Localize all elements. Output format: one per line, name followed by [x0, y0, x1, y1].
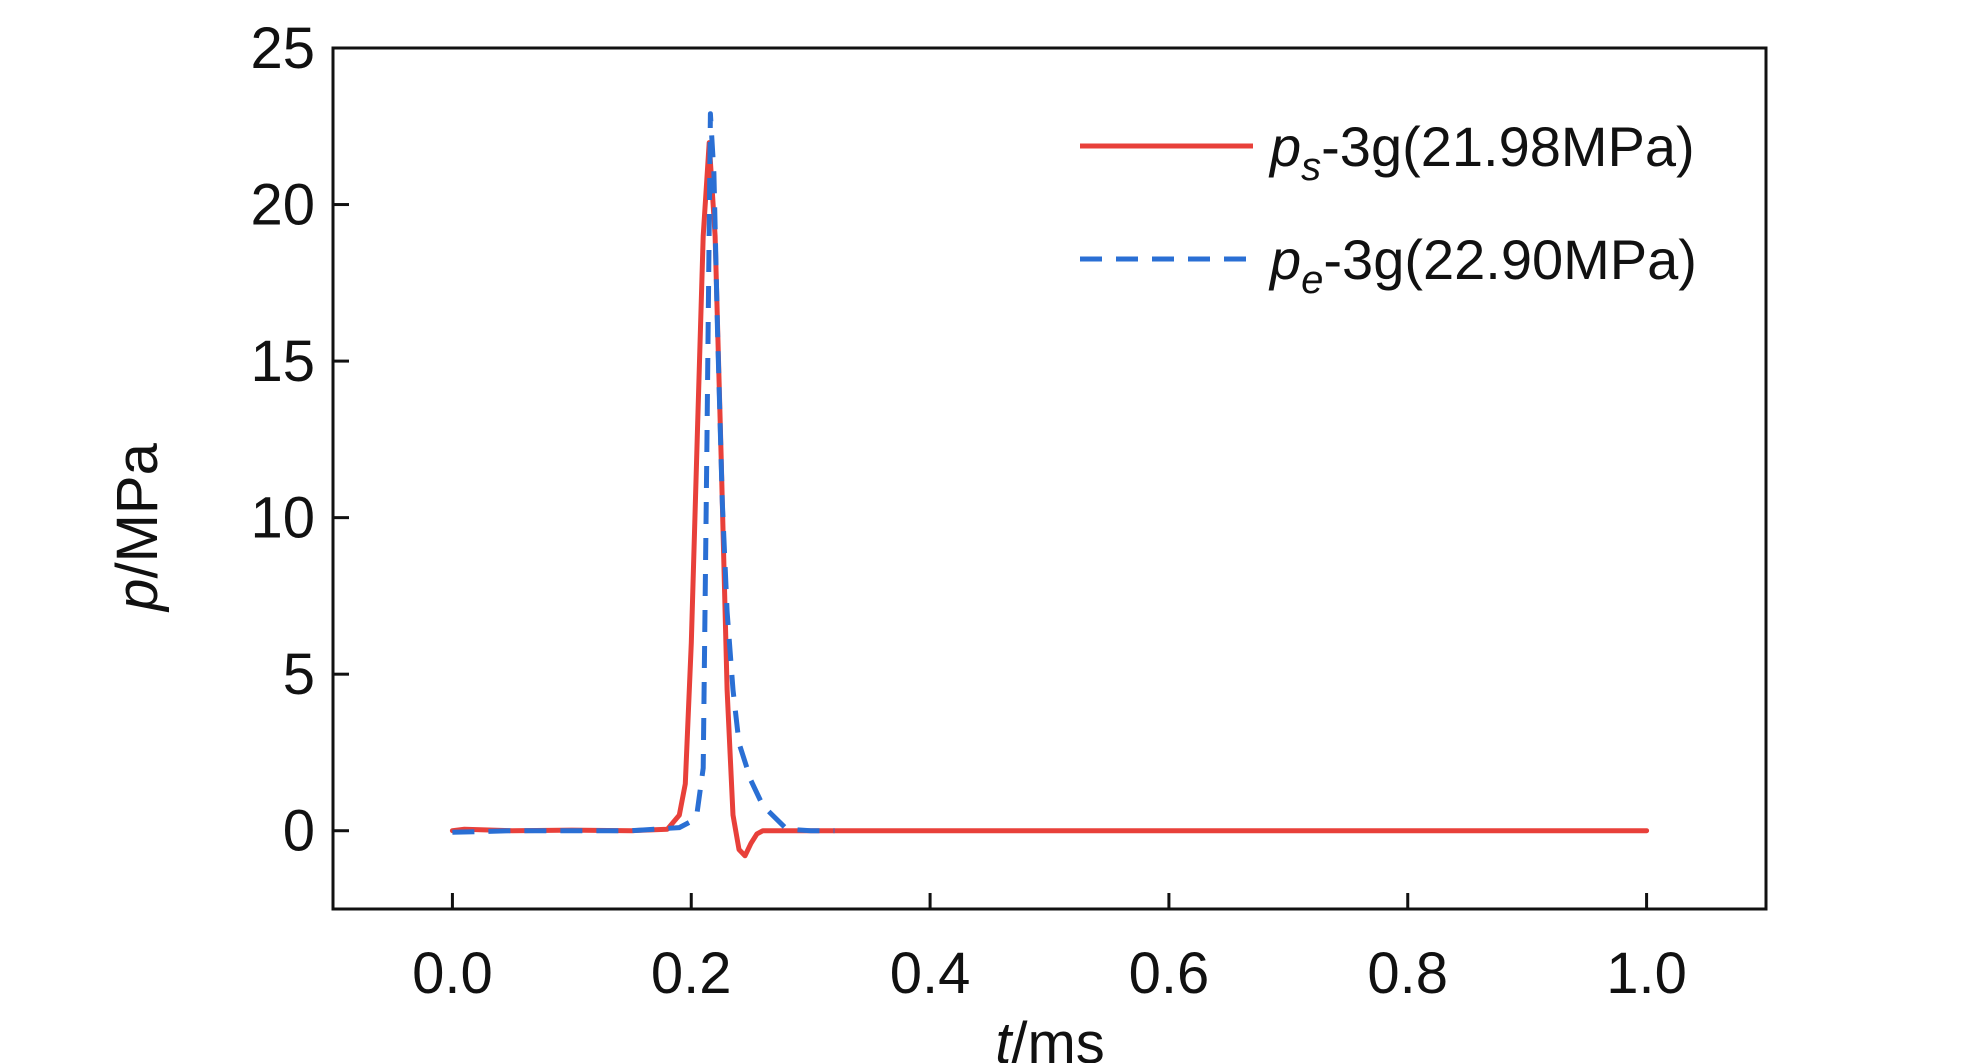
y-tick-label: 25 [250, 16, 315, 81]
legend-pe-symbol: p [1268, 228, 1301, 291]
y-axis-ticks: 0 5 10 15 20 25 [250, 16, 349, 864]
series-line-pe [452, 111, 835, 835]
x-tick-label: 0.4 [890, 941, 971, 1006]
y-tick-label: 15 [250, 329, 315, 394]
series-layer [449, 111, 1650, 859]
y-axis-variable: p [105, 579, 170, 613]
legend-ps-symbol: p [1268, 115, 1301, 178]
legend: ps-3g(21.98MPa) pe-3g(22.90MPa) [1080, 115, 1697, 302]
x-tick-label: 1.0 [1606, 941, 1687, 1006]
y-tick-label: 10 [250, 486, 315, 551]
legend-label-pe: pe-3g(22.90MPa) [1268, 228, 1697, 302]
x-axis-title: t/ms [995, 1011, 1105, 1063]
legend-ps-subscript: s [1301, 145, 1321, 189]
plot-frame [331, 46, 1768, 911]
y-tick-label: 0 [283, 799, 315, 864]
legend-pe-text: -3g(22.90MPa) [1323, 228, 1697, 291]
x-tick-label: 0.8 [1367, 941, 1448, 1006]
x-axis-variable: t [995, 1011, 1014, 1063]
x-axis-unit: /ms [1011, 1011, 1104, 1063]
y-axis-unit: /MPa [105, 442, 170, 578]
x-tick-label: 0.6 [1129, 941, 1210, 1006]
y-axis-title: p/MPa [105, 442, 170, 612]
y-tick-label: 5 [283, 642, 315, 707]
legend-ps-text: -3g(21.98MPa) [1321, 115, 1695, 178]
legend-pe-subscript: e [1301, 258, 1323, 302]
legend-label-ps: ps-3g(21.98MPa) [1268, 115, 1695, 189]
x-axis-ticks: 0.0 0.2 0.4 0.6 0.8 1.0 [412, 893, 1687, 1006]
y-tick-label: 20 [250, 173, 315, 238]
x-tick-label: 0.0 [412, 941, 493, 1006]
x-tick-label: 0.2 [651, 941, 732, 1006]
